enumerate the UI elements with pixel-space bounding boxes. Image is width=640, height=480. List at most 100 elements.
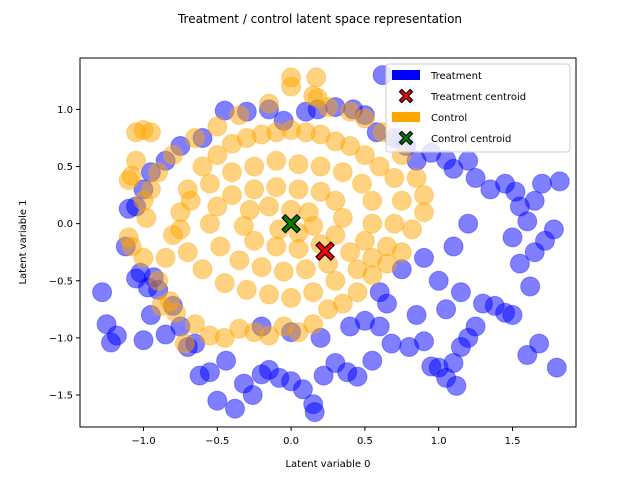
point-control-48 (163, 145, 183, 166)
point-control-49 (148, 162, 169, 183)
point-treatment-104 (458, 213, 479, 234)
point-control-100 (251, 257, 272, 278)
point-control-87 (244, 156, 265, 177)
point-control-84 (180, 190, 201, 211)
point-control-67 (354, 145, 375, 166)
point-control-77 (281, 287, 302, 308)
point-treatment-107 (406, 305, 427, 325)
point-control-79 (236, 279, 257, 300)
point-control-56 (192, 156, 213, 177)
plot-area-frame (79, 57, 577, 428)
legend: Treatment Treatment centroid Control Contro… (385, 63, 571, 153)
point-control-44 (259, 93, 279, 114)
point-treatment-29 (292, 379, 313, 400)
point-treatment-109 (354, 310, 375, 331)
point-control-110 (325, 190, 346, 211)
point-control-17 (214, 327, 235, 348)
point-control-8 (121, 236, 142, 257)
point-treatment-19 (199, 362, 220, 383)
point-control-25 (332, 293, 353, 314)
y-axis: −1.5 −1.0 −0.5 0.0 0.5 1.0 (49, 105, 80, 402)
point-control-81 (192, 259, 213, 280)
y-tick-label: 0.0 (57, 219, 73, 230)
point-control-71 (384, 213, 405, 234)
point-treatment-8 (133, 330, 154, 351)
point-control-85 (199, 173, 220, 194)
point-control-116 (244, 230, 265, 251)
legend-label: Treatment centroid (430, 92, 526, 103)
point-control-23 (303, 314, 324, 335)
y-tick-label: −0.5 (49, 276, 73, 287)
point-control-43 (307, 88, 328, 108)
point-control-70 (391, 190, 412, 211)
point-control-13 (166, 302, 186, 323)
point-treatment-54 (529, 333, 550, 354)
point-control-102 (210, 236, 231, 257)
x-tick-label: −1.0 (131, 436, 155, 447)
point-treatment-101 (414, 247, 434, 268)
point-treatment-36 (362, 350, 383, 371)
point-control-57 (207, 145, 228, 166)
point-control-115 (266, 236, 287, 257)
point-treatment-40 (414, 331, 434, 352)
point-control-68 (369, 156, 390, 177)
point-treatment-64 (524, 190, 545, 211)
point-control-22 (288, 322, 309, 343)
x-tick-label: −0.5 (205, 436, 229, 447)
point-control-5 (126, 150, 147, 171)
point-control-118 (239, 199, 260, 220)
point-control-73 (362, 247, 383, 268)
point-control-99 (273, 261, 294, 282)
point-treatment-0 (92, 282, 113, 303)
point-treatment-22 (225, 398, 245, 419)
point-control-101 (229, 250, 250, 271)
point-control-46 (207, 116, 228, 137)
point-treatment-48 (465, 316, 486, 337)
point-control-10 (148, 270, 169, 291)
y-tick-label: −1.5 (49, 391, 73, 402)
point-control-4 (118, 170, 139, 191)
point-control-15 (185, 314, 206, 335)
point-control-80 (214, 273, 235, 294)
point-treatment-20 (207, 390, 228, 411)
point-control-72 (377, 236, 397, 257)
y-tick-label: 0.5 (57, 162, 73, 173)
point-control-93 (362, 190, 383, 211)
x-tick-label: 0.5 (357, 436, 373, 447)
point-control-45 (229, 105, 250, 126)
point-control-96 (340, 242, 361, 263)
x-tick-label: 0.0 (283, 436, 299, 447)
point-treatment-103 (443, 236, 464, 257)
point-treatment-59 (502, 227, 523, 248)
point-treatment-24 (242, 385, 263, 405)
point-control-51 (136, 207, 157, 228)
point-control-78 (259, 284, 279, 305)
legend-box (385, 63, 571, 153)
point-control-107 (266, 177, 287, 198)
point-control-119 (259, 196, 279, 217)
point-control-95 (354, 230, 375, 251)
point-control-83 (170, 219, 191, 240)
point-control-94 (362, 213, 383, 234)
point-control-50 (140, 179, 161, 200)
y-axis-label: Latent variable 1 (18, 199, 29, 284)
point-treatment-53 (517, 345, 538, 365)
legend-swatch-control (392, 112, 420, 122)
point-treatment-44 (443, 353, 464, 373)
point-control-30 (402, 219, 423, 240)
point-treatment-66 (532, 173, 552, 194)
y-tick-label: 1.0 (57, 105, 73, 116)
point-treatment-102 (428, 270, 449, 291)
point-control-103 (199, 213, 220, 234)
y-tick-label: −1.0 (49, 333, 73, 344)
point-treatment-56 (520, 276, 541, 297)
point-treatment-108 (377, 293, 397, 314)
point-treatment-52 (502, 305, 523, 325)
point-treatment-31 (304, 402, 325, 423)
point-treatment-42 (421, 356, 442, 377)
x-tick-label: 1.0 (431, 436, 447, 447)
point-control-26 (347, 282, 368, 303)
x-tick-label: 1.5 (505, 436, 521, 447)
point-treatment-32 (313, 365, 334, 386)
